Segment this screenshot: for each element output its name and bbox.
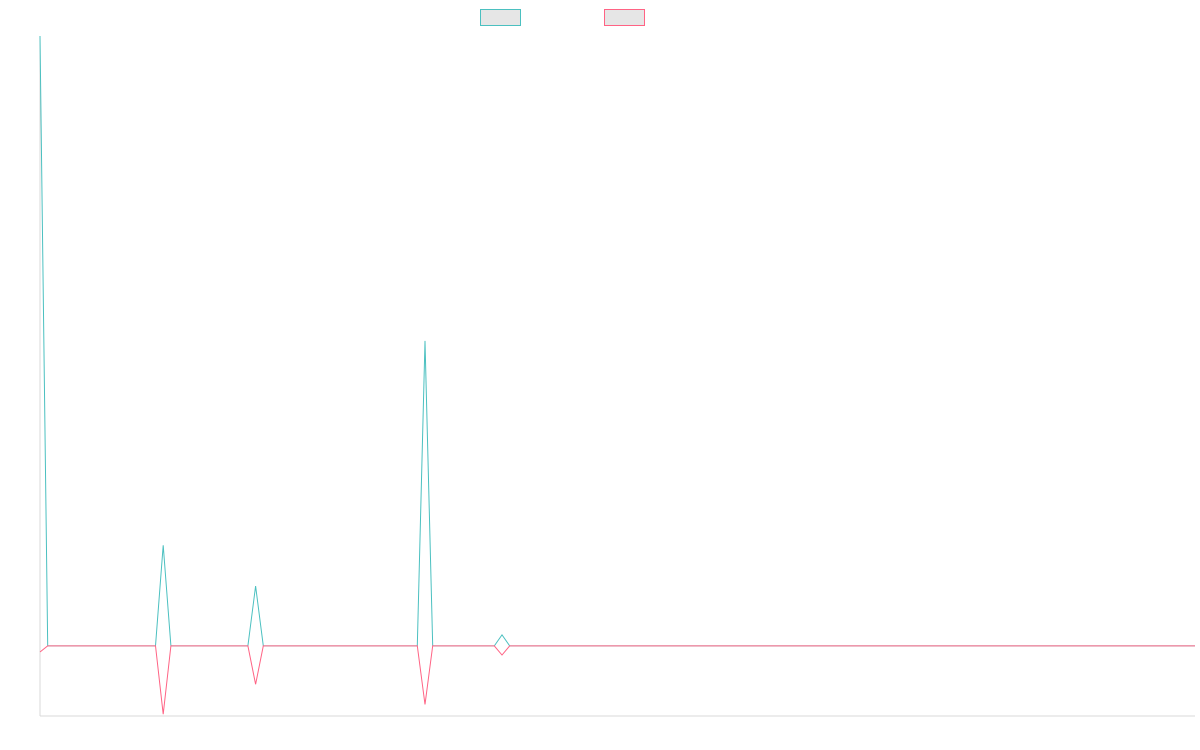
legend-swatch xyxy=(480,9,521,26)
series-line-1 xyxy=(39,35,1195,647)
series-layer xyxy=(39,35,1195,715)
axes xyxy=(39,36,1195,717)
legend-item-2[interactable] xyxy=(604,9,645,26)
series-line-2 xyxy=(39,645,1195,715)
legend-swatch xyxy=(604,9,645,26)
legend-item-1[interactable] xyxy=(480,9,521,26)
legend xyxy=(480,9,645,26)
